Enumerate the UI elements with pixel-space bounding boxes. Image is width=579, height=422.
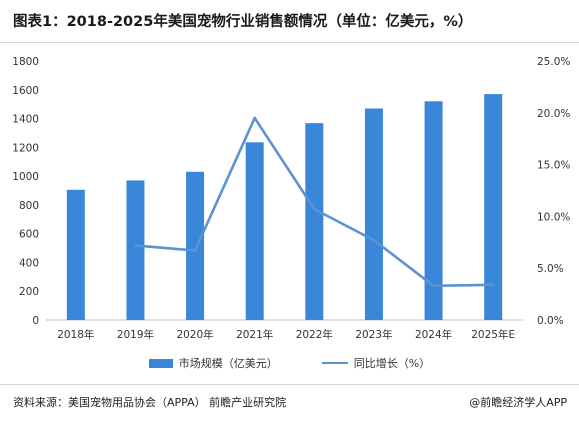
chart-legend: 市场规模（亿美元） 同比增长（%） xyxy=(0,355,579,371)
growth-point xyxy=(491,283,495,286)
y-left-tick-label: 200 xyxy=(19,286,39,298)
y-right-tick-label: 10.0% xyxy=(537,211,570,223)
bar xyxy=(126,180,145,320)
y-right-tick-label: 20.0% xyxy=(537,108,570,120)
footer-divider xyxy=(0,384,579,385)
y-right-tick-label: 0.0% xyxy=(537,315,564,327)
source-note: 资料来源：美国宠物用品协会（APPA） 前瞻产业研究院 xyxy=(13,396,287,409)
y-right-tick-label: 5.0% xyxy=(537,263,564,275)
y-left-tick-label: 1800 xyxy=(12,56,39,68)
bar xyxy=(364,108,383,320)
y-left-tick-label: 400 xyxy=(19,257,39,269)
x-tick-label: 2025年E xyxy=(471,328,515,341)
bar xyxy=(305,123,324,320)
x-tick-label: 2023年 xyxy=(355,328,392,341)
bar xyxy=(66,189,85,320)
y-left-tick-label: 600 xyxy=(19,229,39,241)
x-tick-label: 2018年 xyxy=(57,328,94,341)
y-left-tick-label: 1200 xyxy=(12,142,39,154)
growth-point xyxy=(253,116,256,120)
x-tick-label: 2021年 xyxy=(236,328,273,341)
x-tick-label: 2024年 xyxy=(415,328,452,341)
bar xyxy=(186,171,205,320)
growth-point xyxy=(193,249,197,252)
legend-item-line: 同比增长（%） xyxy=(321,355,431,371)
y-left-tick-label: 1000 xyxy=(12,171,39,183)
legend-item-bar: 市场规模（亿美元） xyxy=(148,355,278,371)
y-left-tick-label: 1400 xyxy=(12,114,39,126)
title-divider xyxy=(0,42,579,43)
brand-credit: @前瞻经济学人APP xyxy=(469,396,567,409)
y-right-tick-label: 15.0% xyxy=(537,160,570,172)
bar xyxy=(484,94,503,320)
legend-swatch-bar xyxy=(148,358,173,368)
y-left-tick-label: 800 xyxy=(19,200,39,212)
combo-chart: 0 200 400 600 800 1000 1200 1400 1600 1800 0.0% 5.0… xyxy=(12,56,570,341)
growth-point xyxy=(372,239,376,242)
chart-title: 图表1：2018-2025年美国宠物行业销售额情况（单位：亿美元，%） xyxy=(13,14,473,30)
y-right-tick-label: 25.0% xyxy=(537,56,570,68)
growth-point xyxy=(432,284,435,288)
legend-label-line: 同比增长（%） xyxy=(353,357,431,370)
bar xyxy=(424,101,443,321)
x-tick-label: 2019年 xyxy=(117,328,154,341)
x-tick-label: 2020年 xyxy=(176,328,213,341)
legend-swatch-line xyxy=(321,361,348,365)
bar xyxy=(245,142,264,320)
y-left-tick-label: 1600 xyxy=(12,85,39,97)
legend-label-bar: 市场规模（亿美元） xyxy=(178,357,278,370)
growth-point xyxy=(134,244,137,247)
y-left-tick-label: 0 xyxy=(32,315,39,327)
x-tick-label: 2022年 xyxy=(296,328,333,341)
growth-point xyxy=(313,207,316,211)
